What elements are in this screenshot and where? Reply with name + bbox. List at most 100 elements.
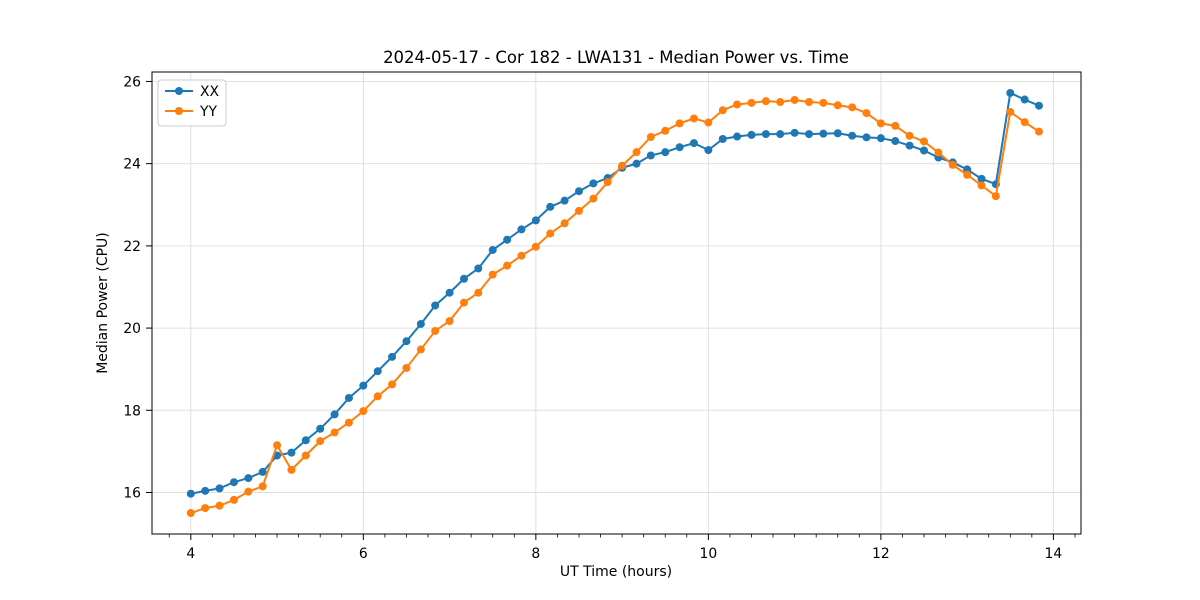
data-point xyxy=(445,288,454,297)
data-point xyxy=(833,101,842,110)
data-point xyxy=(819,129,828,138)
data-point xyxy=(560,196,569,205)
data-point xyxy=(474,288,483,297)
data-point xyxy=(258,467,267,476)
data-point xyxy=(862,109,871,118)
data-point xyxy=(1034,101,1043,110)
y-tick-label: 20 xyxy=(123,321,141,337)
x-tick-label: 6 xyxy=(359,546,368,562)
data-point xyxy=(574,206,583,215)
data-point xyxy=(474,264,483,273)
y-tick-label: 18 xyxy=(123,403,141,419)
legend: XX YY xyxy=(157,79,227,127)
data-point xyxy=(531,242,540,251)
data-point xyxy=(661,148,670,157)
data-point xyxy=(1034,127,1043,136)
x-tick-label: 10 xyxy=(700,546,718,562)
x-tick-label: 12 xyxy=(872,546,890,562)
data-point xyxy=(402,337,411,346)
data-point xyxy=(431,301,440,310)
data-point xyxy=(402,363,411,372)
data-point xyxy=(920,137,929,146)
data-point xyxy=(934,148,943,157)
data-point xyxy=(574,187,583,196)
data-point xyxy=(675,143,684,152)
data-point xyxy=(790,95,799,104)
data-point xyxy=(201,504,210,513)
y-axis-label: Median Power (CPU) xyxy=(95,232,111,374)
data-point xyxy=(560,219,569,228)
data-point xyxy=(301,451,310,460)
data-point xyxy=(991,192,1000,201)
data-point xyxy=(761,130,770,139)
data-point xyxy=(905,141,914,150)
data-point xyxy=(244,474,253,483)
data-point xyxy=(459,274,468,283)
data-point xyxy=(503,235,512,244)
data-point xyxy=(790,128,799,137)
data-point xyxy=(747,98,756,107)
data-point xyxy=(1006,88,1015,97)
data-point xyxy=(330,428,339,437)
data-point xyxy=(963,170,972,179)
data-point xyxy=(589,179,598,188)
data-point xyxy=(718,134,727,143)
data-point xyxy=(273,441,282,450)
data-point xyxy=(776,130,785,139)
data-point xyxy=(344,393,353,402)
x-axis-label: UT Time (hours) xyxy=(560,564,672,580)
series-xx xyxy=(186,88,1043,498)
data-point xyxy=(445,317,454,326)
data-point xyxy=(977,181,986,190)
y-tick-label: 16 xyxy=(123,485,141,501)
grid-layer xyxy=(152,72,1081,534)
tick-layer: 4 6 8 10 12 14 16 18 20 22 24 26 xyxy=(123,74,1076,562)
data-point xyxy=(258,482,267,491)
data-point xyxy=(776,98,785,107)
y-tick-label: 22 xyxy=(123,239,141,255)
data-point xyxy=(733,100,742,109)
data-point xyxy=(632,148,641,157)
data-point xyxy=(862,133,871,142)
data-point xyxy=(876,119,885,128)
data-point xyxy=(416,319,425,328)
data-point xyxy=(689,114,698,123)
data-point xyxy=(359,381,368,390)
data-point xyxy=(488,245,497,254)
chart-title: 2024-05-17 - Cor 182 - LWA131 - Median P… xyxy=(383,48,849,67)
data-point xyxy=(359,407,368,416)
data-point xyxy=(517,251,526,260)
series-yy xyxy=(186,95,1043,518)
data-point xyxy=(646,132,655,141)
data-point xyxy=(373,367,382,376)
data-point xyxy=(632,159,641,168)
data-point xyxy=(503,261,512,270)
data-point xyxy=(747,130,756,139)
data-point xyxy=(531,216,540,225)
data-point xyxy=(805,130,814,139)
data-point xyxy=(905,131,914,140)
data-point xyxy=(977,174,986,183)
data-point xyxy=(819,98,828,107)
data-point xyxy=(876,134,885,143)
data-point xyxy=(704,146,713,155)
data-point xyxy=(848,131,857,140)
data-point xyxy=(431,326,440,335)
data-point xyxy=(1020,118,1029,127)
data-point xyxy=(546,202,555,211)
data-point xyxy=(229,478,238,487)
data-point xyxy=(488,270,497,279)
data-point xyxy=(891,121,900,130)
data-point xyxy=(675,119,684,128)
data-point xyxy=(287,448,296,457)
y-tick-label: 24 xyxy=(123,157,141,173)
data-point xyxy=(373,392,382,401)
data-point xyxy=(459,298,468,307)
data-point xyxy=(689,139,698,148)
data-point xyxy=(546,229,555,238)
data-point xyxy=(344,418,353,427)
x-tick-label: 14 xyxy=(1045,546,1063,562)
data-point xyxy=(186,489,195,498)
data-point xyxy=(229,495,238,504)
series-layer xyxy=(186,88,1043,518)
